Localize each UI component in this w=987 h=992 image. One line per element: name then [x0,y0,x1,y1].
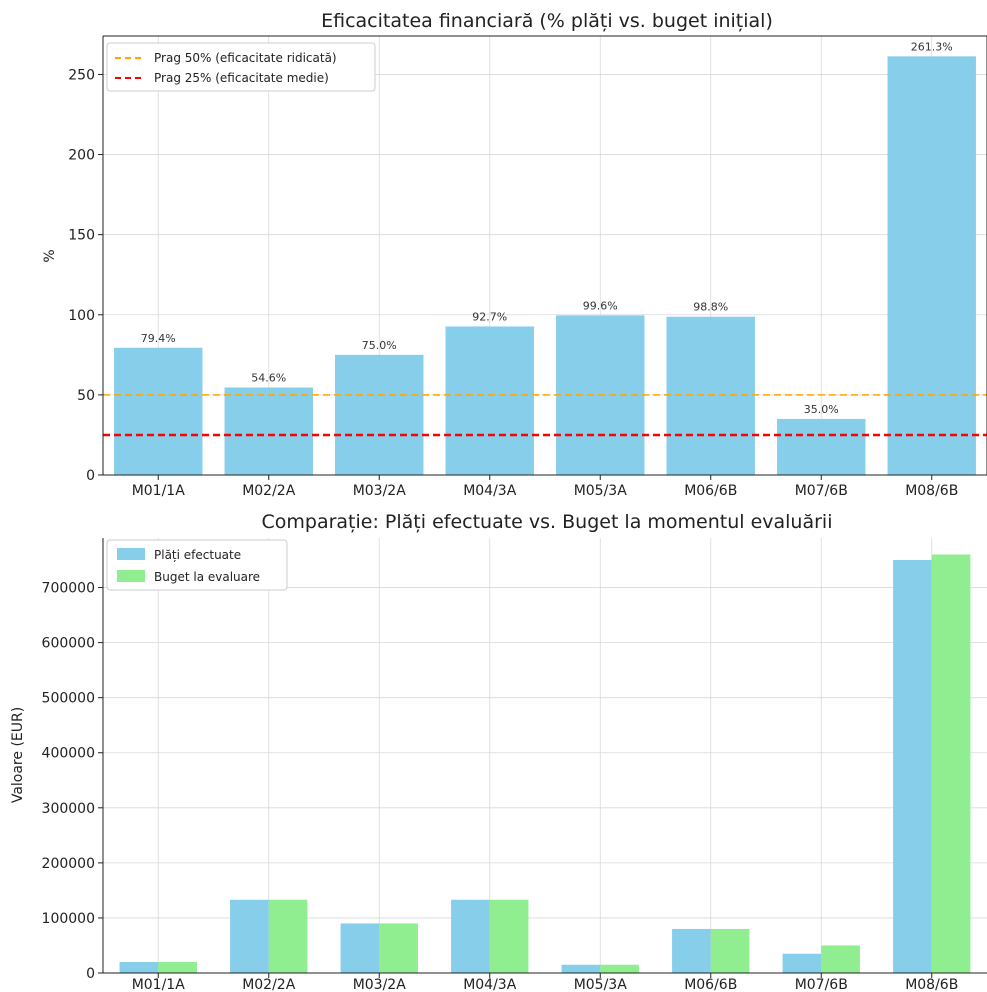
bar-budget [710,928,750,973]
data-label: 99.6% [583,299,618,312]
chart-title: Comparație: Plăți efectuate vs. Buget la… [262,511,833,533]
y-tick-label: 200 [68,148,95,164]
y-tick-label: 700000 [42,581,95,597]
bar [887,56,976,475]
x-tick-label: M03/2A [353,483,407,499]
y-axis-label: Valoare (EUR) [10,707,26,803]
bar [114,347,203,475]
y-tick-label: 50 [77,388,95,404]
chart-comparison: Comparație: Plăți efectuate vs. Buget la… [10,511,987,992]
y-tick-label: 400000 [42,746,95,762]
legend-entry: Plăți efectuate [154,548,241,562]
x-tick-label: M08/6B [905,977,958,992]
bar-payments [672,928,711,973]
y-tick-label: 300000 [42,801,95,817]
bar-payments [782,953,822,973]
x-tick-label: M01/1A [132,977,186,992]
bars [114,56,976,475]
bar [224,387,313,475]
bar-payments [561,964,601,973]
data-label: 35.0% [804,403,839,416]
data-label: 54.6% [251,372,286,385]
legend-swatch-green [117,570,145,582]
y-tick-label: 500000 [42,691,95,707]
legend-swatch-blue [117,548,145,560]
bar-payments [451,899,490,973]
y-tick-label: 200000 [42,856,95,872]
x-tick-label: M07/6B [795,483,848,499]
bar [445,326,534,475]
bar-payments [893,560,932,973]
data-label: 98.8% [693,301,728,314]
bar-budget [489,899,529,973]
legend-entry: Prag 25% (eficacitate medie) [154,71,329,85]
bar [777,418,866,475]
bar-budget [821,945,860,973]
y-tick-label: 150 [68,228,95,244]
bar-budget [268,899,308,973]
y-tick-label: 100 [68,308,95,324]
x-tick-label: M03/2A [353,977,407,992]
legend-entry: Buget la evaluare [154,570,260,584]
legend-box [106,42,376,92]
y-tick-label: 250 [68,67,95,83]
axes: 0 100000 200000 300000 400000 500000 600000 700… [42,538,987,992]
data-label: 92.7% [472,310,507,323]
chart-efficacy: Eficacitatea financiară (% plăți vs. bug… [42,10,987,499]
bar-budget [600,964,639,973]
legend-entry: Prag 50% (eficacitate ridicată) [154,51,337,65]
x-tick-label: M08/6B [905,483,958,499]
y-tick-label: 0 [86,468,95,484]
bar-budget [379,923,418,973]
reference-lines [103,394,987,437]
y-tick-label: 0 [86,966,95,982]
chart-title: Eficacitatea financiară (% plăți vs. bug… [321,10,773,32]
data-labels: 79.4% 54.6% 75.0% 92.7% 99.6% 98.8% 35.0% 261.3… [141,40,953,416]
bar-budget [158,961,197,973]
y-tick-label: 600000 [42,636,95,652]
x-tick-label: M02/2A [242,483,296,499]
bar [666,316,755,475]
x-tick-label: M05/3A [574,977,628,992]
x-tick-label: M02/2A [242,977,296,992]
gridlines [103,36,987,476]
legend: Prag 50% (eficacitate ridicată) Prag 25%… [106,42,376,92]
axes: 0 50 100 150 200 250 M01/1A M02/2A M03/2A M04/3A M… [68,35,987,499]
data-label: 75.0% [362,339,397,352]
bar-payments [119,961,159,973]
x-tick-label: M04/3A [463,977,517,992]
x-tick-label: M01/1A [132,483,186,499]
y-tick-label: 100000 [42,911,95,927]
bar-payments [230,899,269,973]
x-tick-label: M06/6B [684,483,737,499]
x-tick-label: M05/3A [574,483,628,499]
bar-budget [931,554,971,973]
bar-payments [340,923,380,973]
x-tick-label: M06/6B [684,977,737,992]
y-axis-label: % [42,249,58,262]
x-tick-label: M07/6B [795,977,848,992]
legend: Plăți efectuate Buget la evaluare [106,539,288,591]
data-label: 79.4% [141,332,176,345]
legend-box [106,539,288,591]
data-label: 261.3% [911,40,953,53]
bar [335,354,424,475]
bars [119,554,971,973]
x-tick-label: M04/3A [463,483,517,499]
